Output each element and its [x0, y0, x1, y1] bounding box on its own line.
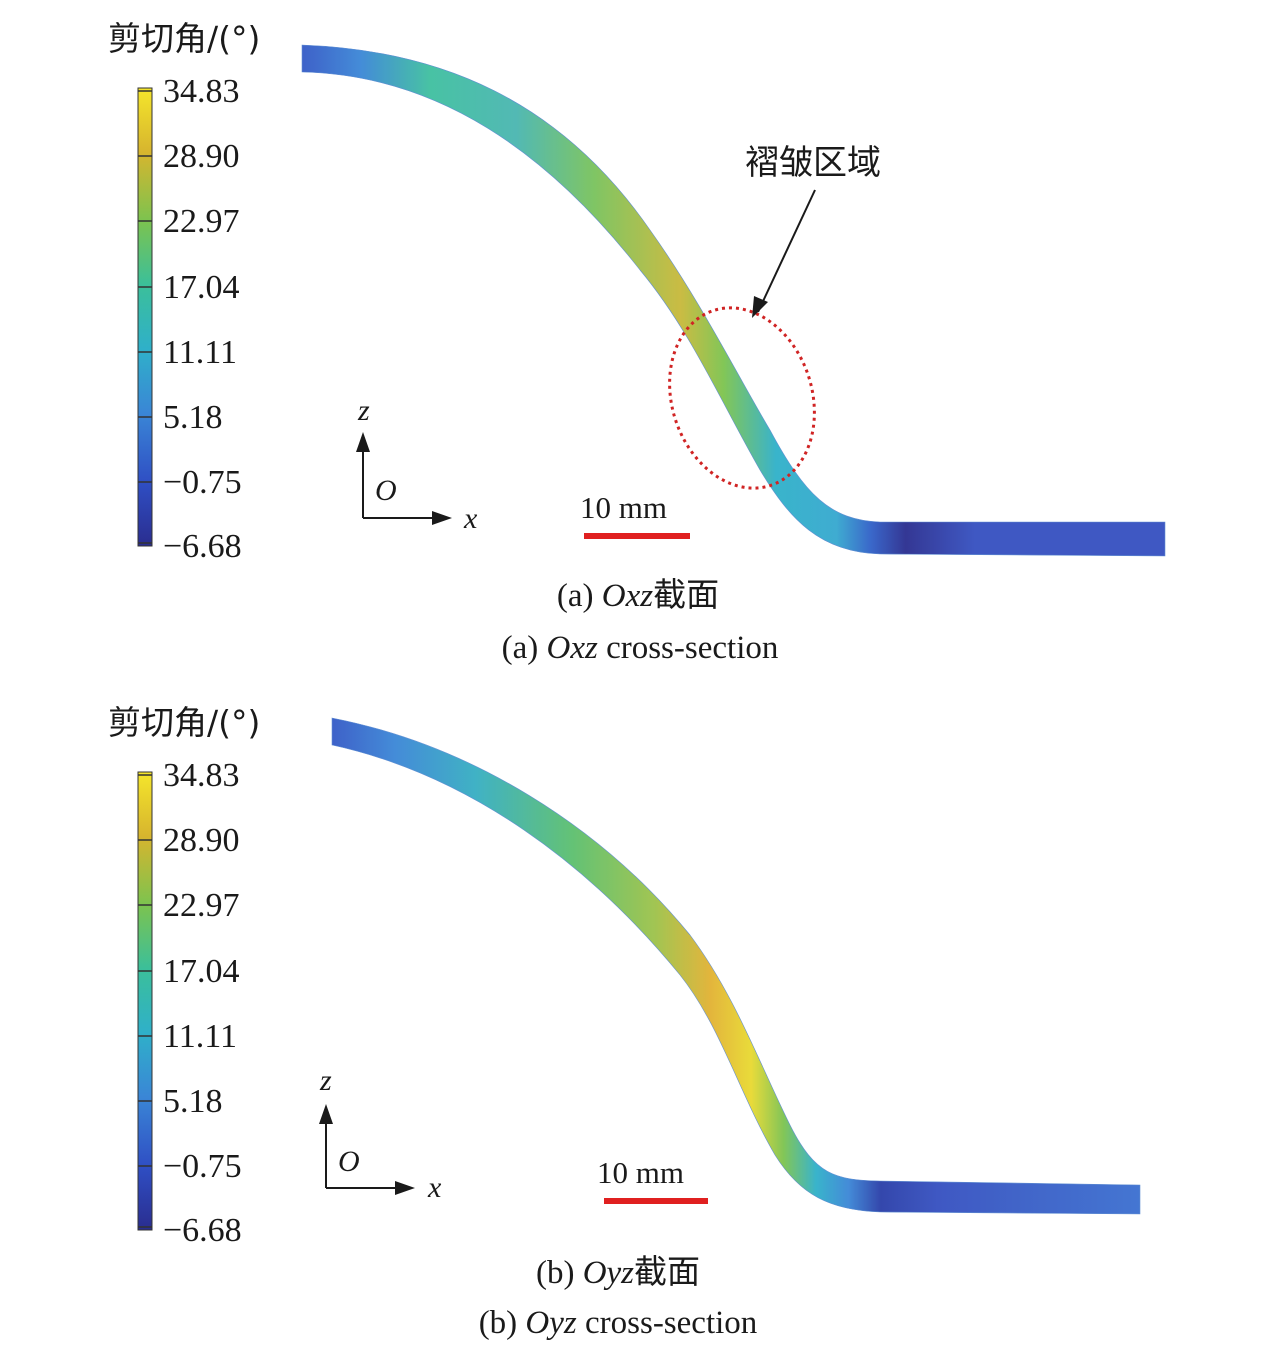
colorbar-title: 剪切角/(°) [108, 703, 260, 742]
colorbar-tick-label: 5.18 [163, 399, 223, 436]
colorbar-tick-label: 17.04 [163, 269, 240, 306]
panel-oyz: 剪切角/(°) 34.83 28.90 22.97 17.04 11.11 5.… [0, 675, 1276, 1350]
caption-chinese: (a) Oxz截面 [557, 575, 719, 614]
origin-label: O [338, 1145, 360, 1178]
caption-cn-prefix: (b) [536, 1255, 583, 1291]
scale-bar-label: 10 mm [597, 1155, 684, 1190]
caption-english: (b) Oyz cross-section [479, 1305, 758, 1341]
colorbar [137, 87, 153, 547]
sheet-cross-section [301, 44, 1166, 557]
coordinate-axes: z O x [319, 1064, 442, 1204]
colorbar-tick-label: 11.11 [163, 334, 237, 371]
colorbar-title: 剪切角/(°) [108, 19, 260, 58]
sheet-cross-section [331, 717, 1141, 1215]
origin-label: O [375, 474, 397, 507]
caption-cn-prefix: (a) [557, 578, 602, 614]
colorbar-ticks [138, 90, 152, 544]
caption-en-suffix: cross-section [598, 630, 779, 666]
colorbar-tick-label: 22.97 [163, 203, 240, 240]
x-axis-label: x [427, 1171, 442, 1204]
wrinkle-region-label: 褶皱区域 [745, 143, 881, 183]
z-axis-arrow-icon [319, 1104, 333, 1124]
colorbar-tick-label: 28.90 [163, 822, 240, 859]
z-axis-label: z [319, 1064, 332, 1097]
caption-chinese: (b) Oyz截面 [536, 1252, 700, 1291]
panel-oxz: 剪切角/(°) 34.83 28.90 22.97 17.04 11.11 5.… [0, 0, 1276, 675]
colorbar-tick-label: 22.97 [163, 887, 240, 924]
colorbar-tick-label: −6.68 [163, 1212, 242, 1249]
caption-cn-italic: Oxz [602, 578, 653, 614]
x-axis-arrow-icon [395, 1181, 415, 1195]
caption-en-italic: Oxz [547, 630, 598, 666]
z-axis-arrow-icon [356, 432, 370, 452]
caption-cn-italic: Oyz [583, 1255, 634, 1291]
callout-arrow-line [757, 189, 816, 313]
x-axis-arrow-icon [432, 511, 452, 525]
caption-en-suffix: cross-section [577, 1305, 758, 1341]
colorbar-tick-label: −0.75 [163, 464, 242, 501]
colorbar-tick-label: 11.11 [163, 1018, 237, 1055]
caption-english: (a) Oxz cross-section [502, 630, 779, 666]
colorbar-tick-label: 5.18 [163, 1083, 223, 1120]
caption-cn-suffix: 截面 [653, 575, 719, 614]
callout-arrow-head [752, 296, 768, 318]
colorbar-tick-label: 17.04 [163, 953, 240, 990]
coordinate-axes: z O x [356, 394, 478, 535]
colorbar-tick-label: −0.75 [163, 1148, 242, 1185]
caption-cn-suffix: 截面 [634, 1252, 700, 1291]
colorbar [137, 771, 153, 1231]
x-axis-label: x [463, 502, 478, 535]
colorbar-tick-label: −6.68 [163, 528, 242, 565]
panel-oxz-figure: 剪切角/(°) 34.83 28.90 22.97 17.04 11.11 5.… [108, 19, 1166, 666]
colorbar-tick-label: 28.90 [163, 138, 240, 175]
colorbar-ticks [138, 774, 152, 1228]
caption-en-prefix: (a) [502, 630, 547, 666]
panel-oyz-figure: 剪切角/(°) 34.83 28.90 22.97 17.04 11.11 5.… [108, 703, 1141, 1341]
z-axis-label: z [357, 394, 370, 427]
scale-bar-label: 10 mm [580, 490, 667, 525]
caption-en-prefix: (b) [479, 1305, 526, 1341]
caption-en-italic: Oyz [525, 1305, 576, 1341]
wrinkle-region-ellipse [668, 306, 816, 490]
colorbar-tick-label: 34.83 [163, 757, 240, 794]
colorbar-tick-label: 34.83 [163, 73, 240, 110]
